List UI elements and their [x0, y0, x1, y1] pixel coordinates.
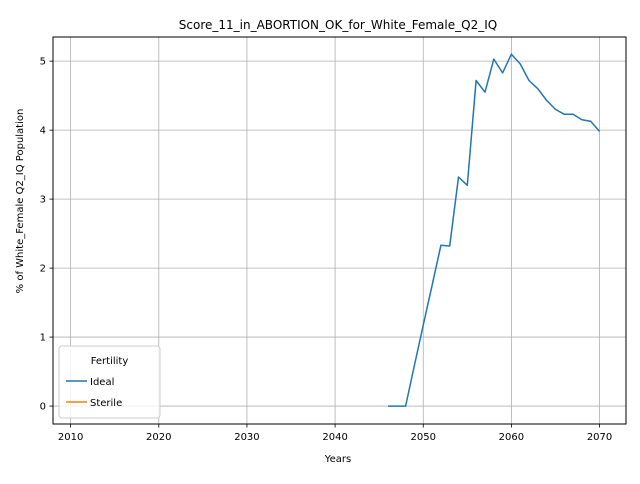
x-tick-label: 2020 [146, 432, 171, 443]
legend: Fertility Ideal Sterile [58, 345, 161, 419]
x-axis-label: Years [324, 454, 351, 465]
y-tick-label: 3 [40, 195, 46, 206]
legend-label-ideal: Ideal [90, 377, 114, 388]
x-tick-label: 2050 [411, 432, 436, 443]
y-tick-label: 4 [40, 126, 46, 137]
y-tick-label: 5 [40, 57, 46, 68]
x-tick-label: 2030 [234, 432, 259, 443]
y-tick-label: 0 [40, 402, 46, 413]
x-tick-label: 2060 [499, 432, 524, 443]
plot-frame [52, 36, 627, 425]
x-tick-label: 2010 [58, 432, 83, 443]
legend-label-sterile: Sterile [90, 398, 122, 409]
x-tick-label: 2040 [322, 432, 347, 443]
legend-title: Fertility [91, 356, 129, 367]
series-line-ideal [388, 53, 601, 407]
y-tick-label: 1 [40, 333, 46, 344]
chart-title: Score_11_in_ABORTION_OK_for_White_Female… [179, 18, 497, 32]
x-tick-label: 2070 [587, 432, 612, 443]
y-tick-label: 2 [40, 264, 46, 275]
axis-ticks: 2010 2020 2030 2040 2050 2060 2070 0 1 2 3 4 5 [40, 57, 613, 443]
y-axis-label: % of White_Female Q2_IQ Population [15, 109, 26, 294]
series-lines [388, 53, 601, 407]
legend-box [58, 345, 161, 419]
